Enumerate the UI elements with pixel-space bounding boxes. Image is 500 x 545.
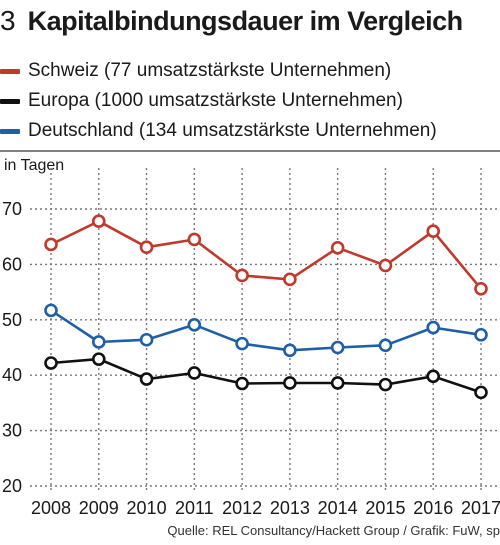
data-point	[378, 338, 393, 353]
data-point	[378, 258, 393, 273]
data-point	[91, 352, 106, 366]
legend-label-deutschland: Deutschland (134 umsatzstärkste Unterneh…	[28, 120, 437, 141]
y-tick-label: 60	[2, 254, 22, 274]
data-point	[426, 320, 441, 335]
data-point	[44, 356, 58, 370]
y-tick-label: 40	[2, 365, 22, 385]
legend-item-europa: Europa (1000 umsatzstärkste Unternehmen)	[0, 86, 437, 116]
source-note: Quelle: REL Consultancy/Hackett Group / …	[167, 523, 500, 538]
y-tick-label: 70	[2, 199, 22, 219]
data-point	[283, 343, 297, 358]
legend-item-deutschland: Deutschland (134 umsatzstärkste Unterneh…	[0, 116, 437, 146]
legend-swatch-deutschland	[0, 128, 20, 134]
x-tick-label: 2010	[127, 498, 167, 518]
data-point	[139, 240, 154, 255]
data-point	[235, 336, 249, 351]
data-point	[235, 268, 249, 283]
data-point	[187, 366, 202, 380]
data-point	[91, 335, 106, 349]
x-tick-label: 2012	[222, 498, 262, 518]
data-point	[426, 224, 441, 238]
series-line-0	[50, 219, 483, 290]
line-chart: 20 30 40 50 60 70 2008 2009 2010 2011 2012 2013 2014…	[0, 150, 500, 518]
x-tick-label: 2017	[461, 498, 500, 518]
chart-header: 3 Kapitalbindungsdauer im Vergleich	[0, 5, 463, 41]
data-point	[330, 340, 345, 355]
data-point	[187, 232, 202, 247]
data-point	[44, 303, 58, 318]
data-point	[474, 385, 488, 400]
legend-label-europa: Europa (1000 umsatzstärkste Unternehmen)	[28, 90, 403, 111]
data-point	[283, 272, 297, 287]
y-unit-label: in Tagen	[4, 157, 65, 174]
data-point	[187, 317, 202, 332]
data-point	[139, 372, 154, 386]
series-line-1	[50, 357, 482, 394]
series-line-2	[50, 309, 482, 352]
data-point	[378, 377, 393, 392]
data-point	[44, 237, 58, 252]
data-point	[235, 376, 249, 391]
x-tick-label: 2009	[79, 498, 119, 518]
data-point	[139, 332, 154, 347]
x-tick-label: 2016	[413, 498, 453, 518]
data-point	[330, 376, 345, 390]
legend-swatch-europa	[0, 98, 20, 104]
x-tick-label: 2013	[270, 498, 310, 518]
data-point	[474, 327, 488, 342]
data-point	[330, 240, 345, 255]
x-tick-label: 2011	[175, 498, 214, 518]
y-tick-label: 20	[2, 476, 22, 496]
data-point	[283, 376, 297, 390]
x-tick-label: 2014	[318, 498, 358, 518]
legend-label-schweiz: Schweiz (77 umsatzstärkste Unternehmen)	[28, 60, 392, 81]
chart-number: 3	[0, 5, 16, 36]
x-tick-label: 2015	[365, 498, 405, 518]
data-point	[91, 214, 106, 228]
y-tick-label: 50	[2, 310, 22, 330]
legend-item-schweiz: Schweiz (77 umsatzstärkste Unternehmen)	[0, 56, 437, 86]
data-point	[426, 369, 441, 384]
legend-swatch-schweiz	[0, 68, 20, 74]
legend: Schweiz (77 umsatzstärkste Unternehmen) …	[0, 56, 437, 146]
x-tick-label: 2008	[31, 498, 71, 518]
chart-title: Kapitalbindungsdauer im Vergleich	[27, 6, 464, 36]
data-point	[474, 281, 488, 296]
y-tick-label: 30	[2, 421, 22, 441]
